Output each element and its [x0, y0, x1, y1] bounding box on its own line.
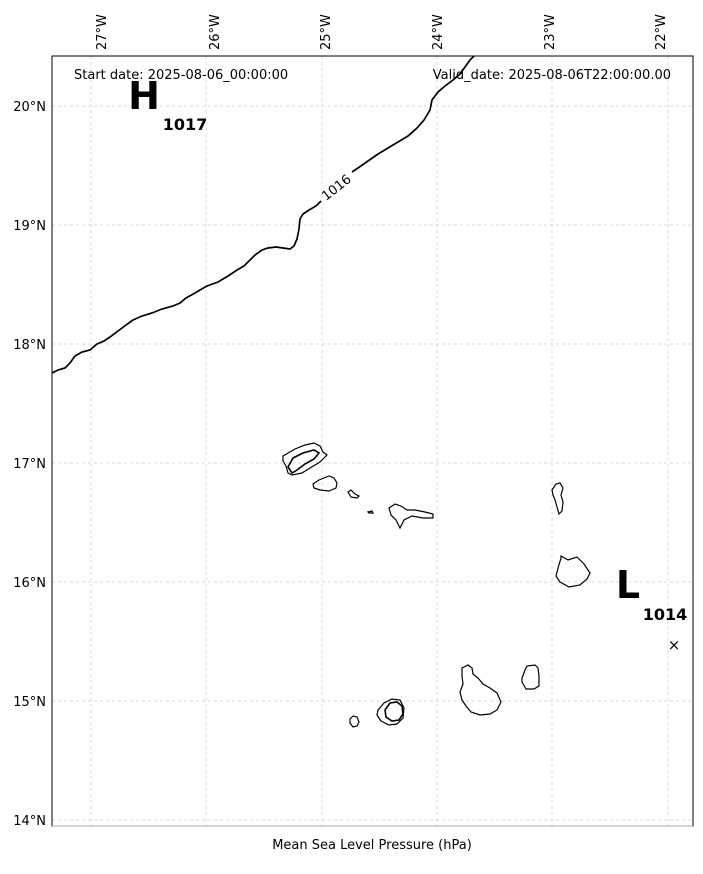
island-fogo-inner [384, 701, 404, 722]
low-center-marker: × [668, 636, 681, 654]
island-fogo [376, 698, 405, 726]
lat-tick-labels: 20°N 19°N 18°N 17°N 16°N 15°N 14°N [13, 100, 46, 829]
lat-tick: 14°N [13, 814, 46, 829]
island-santiago [459, 664, 502, 716]
island-sao-vicente [312, 475, 338, 492]
lon-tick: 22°W [654, 14, 669, 50]
lon-tick-labels: 27°W 26°W 25°W 24°W 23°W 22°W [95, 14, 669, 50]
map-caption: Mean Sea Level Pressure (hPa) [272, 838, 472, 853]
pressure-centers: H 1017 L 1014 × [128, 74, 687, 654]
island-raso [366, 510, 374, 514]
plot-frame [51, 55, 694, 827]
lon-tick: 23°W [543, 14, 558, 50]
lon-tick: 27°W [95, 14, 110, 50]
high-pressure-letter: H [128, 74, 160, 118]
lat-tick: 15°N [13, 695, 46, 710]
high-pressure-value: 1017 [163, 115, 208, 134]
low-pressure-letter: L [616, 563, 640, 607]
isobar-1016 [52, 56, 475, 374]
gridlines [52, 56, 693, 826]
island-santo-antao [282, 442, 328, 476]
lat-tick: 19°N [13, 219, 46, 234]
island-brava [349, 715, 360, 728]
lon-tick: 26°W [208, 14, 223, 50]
island-santa-luzia [347, 489, 361, 499]
valid-date: Valid_date: 2025-08-06T22:00:00.00 [433, 68, 671, 83]
lon-tick: 25°W [319, 14, 334, 50]
isobar-label: 1016 [319, 172, 354, 204]
isobars: 1016 [52, 56, 475, 374]
lon-tick: 24°W [431, 14, 446, 50]
island-boa-vista [555, 554, 591, 588]
start-date: Start date: 2025-08-06_00:00:00 [74, 68, 288, 83]
low-pressure-value: 1014 [643, 605, 688, 624]
lat-tick: 16°N [13, 576, 46, 591]
island-santo-antao-inner [287, 449, 321, 475]
coastlines [282, 442, 591, 728]
island-sao-nicolau [388, 503, 434, 530]
island-sal [551, 482, 564, 516]
island-maio [521, 664, 540, 690]
lat-tick: 17°N [13, 457, 46, 472]
lat-tick: 20°N [13, 100, 46, 115]
lat-tick: 18°N [13, 338, 46, 353]
